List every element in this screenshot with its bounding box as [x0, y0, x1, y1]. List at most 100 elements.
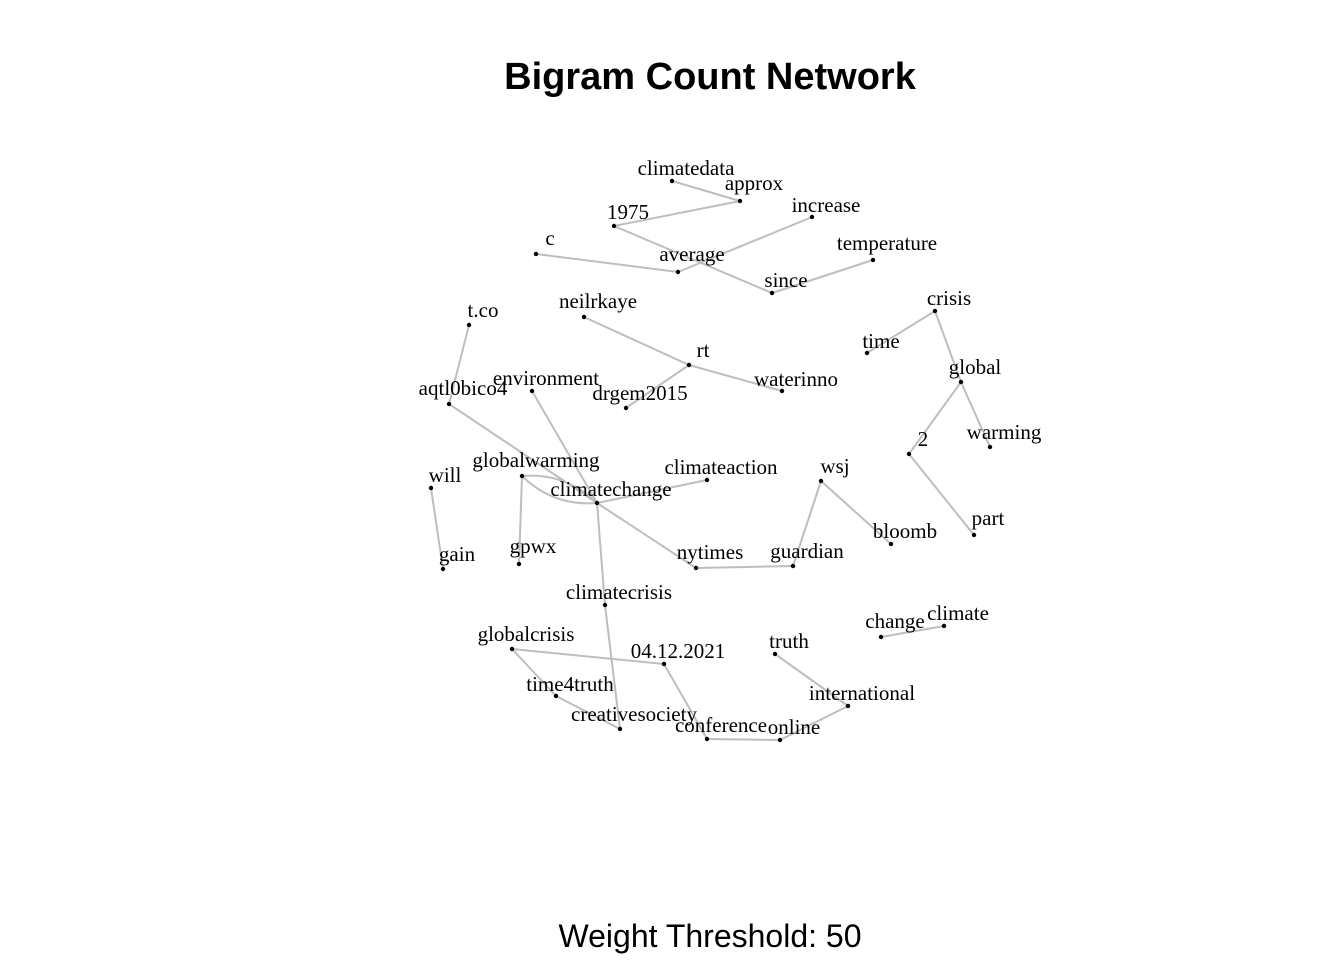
node-dot: [529, 388, 535, 394]
node-time4truth: time4truth: [526, 672, 614, 699]
node-globalcrisis: globalcrisis: [478, 622, 574, 652]
node-label: truth: [769, 629, 809, 653]
node-1975: 1975: [607, 200, 649, 229]
edge-approx-1975: [613, 200, 741, 227]
node-label: conference: [675, 713, 767, 737]
node-dot: [790, 563, 796, 569]
node-gpwx: gpwx: [510, 534, 557, 567]
node-dot: [769, 290, 775, 296]
node-approx: approx: [725, 171, 784, 204]
edge-change-climate: [880, 625, 945, 638]
edge-guardian-wsj: [792, 480, 822, 567]
node-change: change: [865, 609, 925, 640]
edge-c-average: [535, 253, 679, 273]
node-bloomb: bloomb: [873, 519, 937, 547]
weight-threshold-caption: Weight Threshold: 50: [558, 918, 862, 954]
node-dot: [446, 401, 452, 407]
edge-wsj-bloomb: [820, 480, 892, 545]
node-warming: warming: [967, 420, 1042, 450]
edge-layer: [430, 180, 991, 741]
node-dot: [533, 251, 539, 257]
node-label: rt: [697, 338, 710, 362]
node-dot: [516, 561, 522, 567]
node-label: average: [659, 242, 724, 266]
node-dot: [693, 565, 699, 571]
node-dot: [987, 444, 993, 450]
node-dot: [971, 532, 977, 538]
node-label: 1975: [607, 200, 649, 224]
edge-globalcrisis-time4truth: [511, 648, 557, 697]
node-label: climateaction: [664, 455, 778, 479]
node-label: c: [545, 226, 554, 250]
node-dot: [809, 214, 815, 220]
edge-since-temperature: [771, 259, 874, 294]
edge-globalwarming-gpwx: [518, 475, 523, 565]
node-online: online: [768, 715, 820, 743]
edge-truth-international: [774, 653, 849, 707]
node-label: approx: [725, 171, 784, 195]
edge-time4truth-creativesociety: [555, 695, 621, 730]
edge-1975-since: [613, 225, 773, 294]
node-dot: [864, 350, 870, 356]
node-climatecrisis: climatecrisis: [566, 580, 672, 608]
node-increase: increase: [792, 193, 860, 220]
node-dot: [845, 703, 851, 709]
node-dot: [878, 634, 884, 640]
node-wsj: wsj: [818, 454, 850, 484]
node-dot: [428, 485, 434, 491]
node-label: since: [764, 268, 807, 292]
node-global: global: [949, 355, 1002, 385]
node-creativesociety: creativesociety: [571, 702, 697, 732]
node-dot: [661, 661, 667, 667]
node-dot: [466, 322, 472, 328]
edge-crisis-global: [934, 310, 962, 383]
node-will: will: [428, 463, 461, 491]
edge-globalwarming-climatechange: [521, 475, 598, 505]
node-globalwarming: globalwarming: [472, 448, 600, 479]
node-c: c: [533, 226, 555, 257]
node-dot: [623, 405, 629, 411]
node-label: 04.12.2021: [631, 639, 726, 663]
node-since: since: [764, 268, 808, 296]
edge-global-warming: [960, 381, 991, 448]
node-dot: [737, 198, 743, 204]
node-dot: [932, 308, 938, 314]
node-climateaction: climateaction: [664, 455, 778, 483]
node-dot: [958, 379, 964, 385]
edge-average-increase: [677, 216, 813, 273]
node-dot: [777, 737, 783, 743]
edge-globalcrisis-d04122021: [511, 648, 665, 665]
node-label: warming: [967, 420, 1042, 444]
node-dot: [675, 269, 681, 275]
node-dot: [686, 362, 692, 368]
node-label: drgem2015: [592, 381, 687, 405]
node-truth: truth: [769, 629, 809, 657]
node-climate: climate: [927, 601, 989, 629]
node-dot: [772, 651, 778, 657]
edge-nytimes-guardian: [695, 565, 794, 569]
node-label: global: [949, 355, 1002, 379]
node-dot: [553, 693, 559, 699]
node-label: crisis: [927, 286, 971, 310]
edge-neilrkaye-rt: [583, 316, 690, 366]
node-label: climatedata: [638, 156, 735, 180]
edge-rt-waterinno: [688, 364, 783, 392]
node-d04122021: 04.12.2021: [631, 639, 726, 667]
node-label: part: [972, 506, 1005, 530]
node-label: wsj: [820, 454, 849, 478]
node-guardian: guardian: [770, 539, 844, 569]
edge-environment-climatechange: [531, 390, 598, 504]
node-label: international: [809, 681, 915, 705]
node-climatedata: climatedata: [638, 156, 735, 184]
edge-aqtl0bico4-climatechange: [448, 403, 598, 504]
node-environment: environment: [493, 366, 599, 394]
node-label: environment: [493, 366, 599, 390]
node-dot: [602, 602, 608, 608]
node-conference: conference: [675, 713, 767, 742]
node-dot: [617, 726, 623, 732]
edge-climatechange-climatecrisis: [596, 502, 606, 606]
node-label: gain: [439, 542, 476, 566]
node-average: average: [659, 242, 725, 275]
node-label: waterinno: [754, 367, 838, 391]
